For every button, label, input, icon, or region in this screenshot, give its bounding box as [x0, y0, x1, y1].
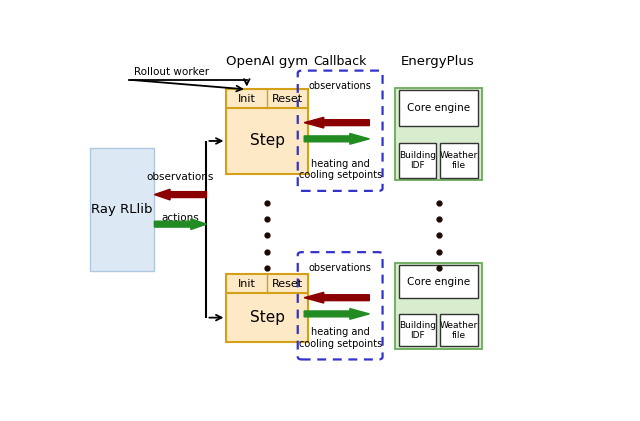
Bar — [395, 263, 482, 349]
Polygon shape — [304, 309, 369, 319]
Bar — [399, 144, 436, 178]
Text: Reset: Reset — [272, 279, 303, 289]
Text: observations: observations — [308, 263, 372, 273]
Polygon shape — [304, 292, 369, 303]
Text: Core engine: Core engine — [407, 277, 470, 287]
Text: OpenAI gym: OpenAI gym — [227, 56, 308, 68]
Text: Step: Step — [250, 310, 285, 325]
Text: Core engine: Core engine — [407, 103, 470, 113]
Text: observations: observations — [308, 81, 372, 91]
Text: Step: Step — [250, 133, 285, 149]
Text: Callback: Callback — [313, 56, 367, 68]
Text: Weather
file: Weather file — [440, 151, 478, 170]
Bar — [227, 274, 308, 342]
Polygon shape — [154, 219, 207, 229]
Text: Init: Init — [238, 94, 256, 104]
Bar — [227, 89, 308, 174]
Text: Building
IDF: Building IDF — [399, 151, 436, 170]
Text: Building
IDF: Building IDF — [399, 320, 436, 340]
Text: heating and
cooling setpoints: heating and cooling setpoints — [298, 327, 382, 349]
Polygon shape — [154, 189, 207, 200]
Bar — [399, 91, 478, 125]
Text: Rollout worker: Rollout worker — [134, 67, 209, 77]
Text: Weather
file: Weather file — [440, 320, 478, 340]
Bar — [90, 148, 154, 271]
Polygon shape — [304, 133, 369, 144]
Text: heating and
cooling setpoints: heating and cooling setpoints — [298, 159, 382, 180]
Text: observations: observations — [147, 172, 214, 182]
Text: EnergyPlus: EnergyPlus — [401, 56, 475, 68]
Text: Init: Init — [238, 279, 256, 289]
Bar — [399, 314, 436, 346]
Bar — [440, 144, 478, 178]
Text: Ray RLlib: Ray RLlib — [92, 203, 153, 216]
Text: actions: actions — [161, 213, 199, 223]
Bar — [395, 88, 482, 180]
Bar — [440, 314, 478, 346]
Bar — [399, 266, 478, 298]
Text: Reset: Reset — [272, 94, 303, 104]
Polygon shape — [304, 117, 369, 128]
